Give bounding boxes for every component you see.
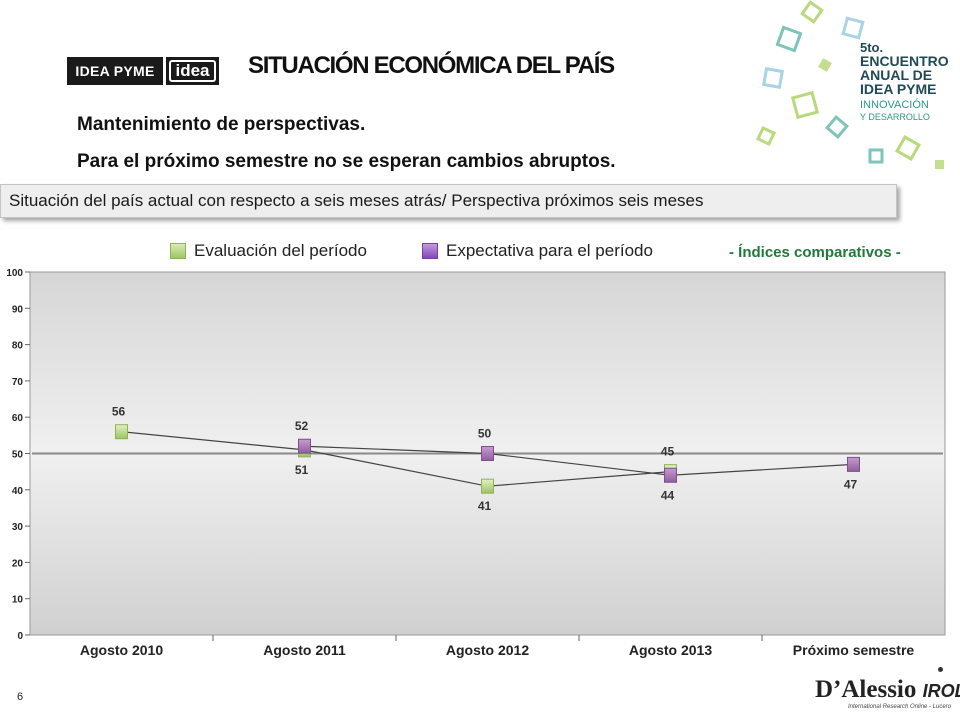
page-number: 6 (17, 691, 24, 703)
question-banner: Situación del país actual con respecto a… (0, 184, 897, 218)
y-tick-label: 90 (12, 304, 24, 315)
brand-name: D’Alessio (815, 676, 917, 703)
y-tick-label: 30 (12, 522, 24, 533)
legend-evaluation-label: Evaluación del período (194, 241, 367, 260)
x-tick-label: Agosto 2011 (263, 642, 346, 658)
page-title: SITUACIÓN ECONÓMICA DEL PAÍS (248, 52, 615, 79)
marker-evaluation (115, 424, 128, 440)
svg-text:INNOVACIÓN: INNOVACIÓN (860, 98, 929, 111)
subtitle-perspectives: Mantenimiento de perspectivas. (77, 114, 366, 135)
svg-text:Y DESARROLLO: Y DESARROLLO (860, 112, 930, 122)
idea-pyme-logo: IDEA PYME idea (67, 57, 219, 85)
x-tick-label: Agosto 2013 (629, 642, 712, 658)
marker-evaluation (481, 478, 494, 494)
svg-text:ENCUENTRO: ENCUENTRO (860, 53, 949, 69)
brand-tagline: International Research Online - Lucero (848, 704, 952, 710)
event-badge: 5to. ENCUENTRO ANUAL DE IDEA PYME INNOVA… (756, 0, 949, 169)
marker-expectation (847, 456, 860, 472)
comparative-indices-label: - Índices comparativos - (729, 244, 901, 261)
logo-text-idea-pyme: IDEA PYME (67, 57, 163, 85)
data-label-evaluation: 45 (661, 445, 675, 459)
data-label-evaluation: 41 (478, 499, 492, 513)
data-labels: 56 51 41 45 52 50 44 47 (112, 405, 858, 513)
data-label-evaluation: 51 (295, 463, 309, 477)
y-tick-label: 80 (12, 341, 24, 352)
brand-suffix: IROL (922, 681, 960, 701)
legend-expectation-label: Expectativa para el período (446, 241, 653, 260)
data-label-evaluation: 56 (112, 405, 126, 419)
y-axis: 0 10 20 30 40 50 60 70 80 90 100 (6, 268, 30, 642)
svg-text:ANUAL DE: ANUAL DE (860, 67, 932, 83)
y-tick-label: 50 (12, 450, 24, 461)
y-tick-label: 20 (12, 558, 24, 569)
svg-text:5to.: 5to. (860, 40, 883, 55)
line-evaluation (121, 431, 671, 487)
question-banner-text: Situación del país actual con respecto a… (9, 191, 704, 210)
y-tick-label: 10 (12, 595, 24, 606)
y-tick-label: 70 (12, 377, 24, 388)
subtitle-next-semester: Para el próximo semestre no se esperan c… (77, 151, 616, 172)
x-tick-label: Agosto 2010 (80, 642, 163, 658)
y-tick-label: 0 (17, 631, 23, 642)
legend-expectation: Expectativa para el período (422, 241, 653, 261)
logo-text-idea: idea (163, 57, 219, 85)
marker-expectation (664, 467, 677, 483)
marker-expectation (298, 438, 311, 454)
dalessio-logo: D’Alessio IROL (815, 676, 960, 704)
y-tick-label: 60 (12, 413, 24, 424)
brand-dot (938, 667, 943, 672)
x-tick-label: Próximo semestre (793, 642, 915, 658)
logo-idea-label: idea (169, 60, 216, 82)
x-axis: Agosto 2010 Agosto 2011 Agosto 2012 Agosto … (80, 635, 915, 658)
legend-evaluation: Evaluación del período (170, 241, 367, 261)
series-lines (121, 431, 854, 487)
data-label-expectation: 50 (478, 427, 492, 441)
data-label-expectation: 52 (295, 419, 309, 433)
marker-expectation (481, 446, 494, 461)
data-label-expectation: 47 (844, 477, 858, 491)
y-tick-label: 100 (6, 268, 23, 279)
line-expectation (304, 445, 854, 476)
data-label-expectation: 44 (661, 488, 675, 502)
legend-evaluation-swatch (170, 243, 186, 259)
legend-expectation-swatch (422, 243, 438, 259)
svg-text:IDEA PYME: IDEA PYME (860, 81, 937, 97)
series-markers (115, 424, 860, 494)
y-tick-label: 40 (12, 486, 24, 497)
x-tick-label: Agosto 2012 (446, 642, 529, 658)
